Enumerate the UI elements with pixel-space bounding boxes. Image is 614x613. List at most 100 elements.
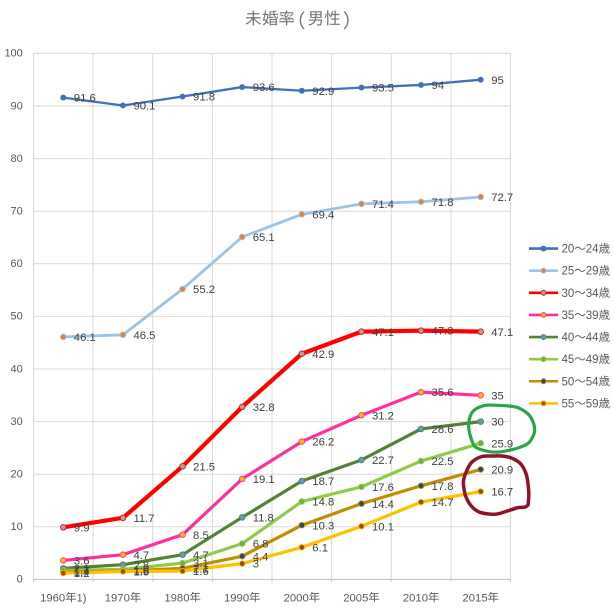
svg-text:50: 50 bbox=[562, 376, 575, 388]
svg-text:1.7: 1.7 bbox=[74, 566, 90, 578]
svg-text:60: 60 bbox=[11, 258, 23, 270]
svg-text:25.9: 25.9 bbox=[491, 438, 513, 450]
svg-text:55: 55 bbox=[562, 398, 575, 410]
svg-text:32.8: 32.8 bbox=[253, 402, 275, 414]
svg-text:18.7: 18.7 bbox=[312, 476, 334, 488]
svg-text:30: 30 bbox=[11, 416, 23, 428]
svg-text:1): 1) bbox=[77, 592, 87, 604]
svg-text:11.8: 11.8 bbox=[253, 512, 274, 524]
svg-text:65.1: 65.1 bbox=[253, 232, 275, 244]
svg-text:2015: 2015 bbox=[462, 592, 487, 604]
svg-text:31.2: 31.2 bbox=[372, 410, 394, 422]
svg-text:20: 20 bbox=[11, 469, 23, 481]
svg-text:1970: 1970 bbox=[105, 592, 130, 604]
svg-text:71.8: 71.8 bbox=[432, 197, 454, 209]
svg-text:4.4: 4.4 bbox=[253, 551, 269, 563]
svg-text:47.1: 47.1 bbox=[372, 327, 394, 339]
svg-text:20: 20 bbox=[562, 244, 575, 256]
svg-text:1.2: 1.2 bbox=[74, 568, 90, 580]
svg-text:35: 35 bbox=[562, 310, 575, 322]
svg-text:2005: 2005 bbox=[343, 592, 368, 604]
svg-text:20.9: 20.9 bbox=[491, 465, 513, 477]
svg-text:22.7: 22.7 bbox=[372, 455, 394, 467]
svg-text:47.1: 47.1 bbox=[491, 327, 513, 339]
svg-text:6.8: 6.8 bbox=[253, 539, 269, 551]
svg-text:17.6: 17.6 bbox=[372, 482, 394, 494]
svg-text:1.6: 1.6 bbox=[133, 566, 149, 578]
svg-text:1990: 1990 bbox=[224, 592, 249, 604]
svg-text:92.9: 92.9 bbox=[312, 86, 334, 98]
svg-text:10.1: 10.1 bbox=[372, 521, 394, 533]
svg-text:14.8: 14.8 bbox=[312, 497, 334, 509]
svg-text:29: 29 bbox=[586, 266, 599, 278]
svg-text:4.7: 4.7 bbox=[133, 550, 149, 562]
svg-text:28.6: 28.6 bbox=[432, 424, 454, 436]
svg-text:10.3: 10.3 bbox=[312, 520, 334, 532]
svg-text:46.1: 46.1 bbox=[74, 332, 96, 344]
svg-text:40: 40 bbox=[11, 363, 23, 375]
svg-text:34: 34 bbox=[586, 288, 599, 300]
svg-text:14.4: 14.4 bbox=[372, 499, 394, 511]
svg-text:3.6: 3.6 bbox=[74, 556, 90, 568]
svg-text:9.9: 9.9 bbox=[74, 522, 90, 534]
svg-text:49: 49 bbox=[586, 354, 599, 366]
svg-text:11.7: 11.7 bbox=[133, 513, 154, 525]
svg-text:93.6: 93.6 bbox=[253, 82, 275, 94]
svg-text:8.5: 8.5 bbox=[193, 530, 209, 542]
svg-text:46.5: 46.5 bbox=[133, 330, 155, 342]
svg-text:6.1: 6.1 bbox=[312, 542, 328, 554]
svg-text:40: 40 bbox=[562, 332, 575, 344]
svg-text:30: 30 bbox=[562, 288, 575, 300]
svg-text:94: 94 bbox=[432, 80, 445, 92]
svg-text:42.9: 42.9 bbox=[312, 349, 334, 361]
svg-text:55.2: 55.2 bbox=[193, 284, 215, 296]
svg-text:30: 30 bbox=[491, 417, 504, 429]
svg-text:54: 54 bbox=[586, 376, 599, 388]
svg-text:2.8: 2.8 bbox=[133, 560, 149, 572]
svg-text:71.4: 71.4 bbox=[372, 199, 394, 211]
svg-text:91.8: 91.8 bbox=[193, 92, 215, 104]
svg-text:59: 59 bbox=[586, 398, 599, 410]
svg-text:4.7: 4.7 bbox=[193, 550, 209, 562]
svg-text:2000: 2000 bbox=[284, 592, 309, 604]
svg-text:22.5: 22.5 bbox=[432, 456, 454, 468]
svg-text:1.9: 1.9 bbox=[133, 565, 149, 577]
svg-text:2.1: 2.1 bbox=[74, 563, 90, 575]
svg-text:1.5: 1.5 bbox=[133, 567, 149, 579]
svg-text:21.5: 21.5 bbox=[193, 461, 215, 473]
svg-text:35.6: 35.6 bbox=[432, 387, 454, 399]
svg-text:91.6: 91.6 bbox=[74, 93, 96, 105]
svg-text:44: 44 bbox=[586, 332, 599, 344]
svg-text:1.4: 1.4 bbox=[74, 567, 90, 579]
svg-text:16.7: 16.7 bbox=[491, 487, 513, 499]
svg-text:17.8: 17.8 bbox=[432, 481, 454, 493]
svg-text:14.7: 14.7 bbox=[432, 497, 454, 509]
svg-text:93.5: 93.5 bbox=[372, 83, 394, 95]
svg-text:90: 90 bbox=[11, 100, 23, 112]
svg-text:50: 50 bbox=[11, 311, 23, 323]
svg-text:39: 39 bbox=[586, 310, 599, 322]
svg-text:72.7: 72.7 bbox=[491, 192, 513, 204]
svg-text:69.4: 69.4 bbox=[312, 209, 334, 221]
svg-text:70: 70 bbox=[11, 206, 23, 218]
svg-text:35: 35 bbox=[491, 390, 504, 402]
svg-text:2.1: 2.1 bbox=[193, 563, 209, 575]
svg-text:25: 25 bbox=[562, 266, 575, 278]
svg-text:0: 0 bbox=[17, 574, 23, 586]
svg-text:1960: 1960 bbox=[40, 592, 65, 604]
svg-text:19.1: 19.1 bbox=[253, 474, 275, 486]
svg-text:1.6: 1.6 bbox=[193, 566, 209, 578]
svg-text:26.2: 26.2 bbox=[312, 437, 334, 449]
svg-text:95: 95 bbox=[491, 75, 504, 87]
svg-text:3.1: 3.1 bbox=[193, 558, 209, 570]
svg-text:10: 10 bbox=[11, 521, 23, 533]
svg-text:80: 80 bbox=[11, 153, 23, 165]
svg-text:47.3: 47.3 bbox=[432, 326, 454, 338]
svg-text:1980: 1980 bbox=[164, 592, 189, 604]
svg-text:45: 45 bbox=[562, 354, 575, 366]
svg-text:24: 24 bbox=[586, 244, 599, 256]
svg-text:3: 3 bbox=[253, 559, 259, 571]
svg-text:100: 100 bbox=[4, 48, 22, 60]
svg-text:2010: 2010 bbox=[403, 592, 428, 604]
svg-text:90.1: 90.1 bbox=[133, 101, 155, 113]
